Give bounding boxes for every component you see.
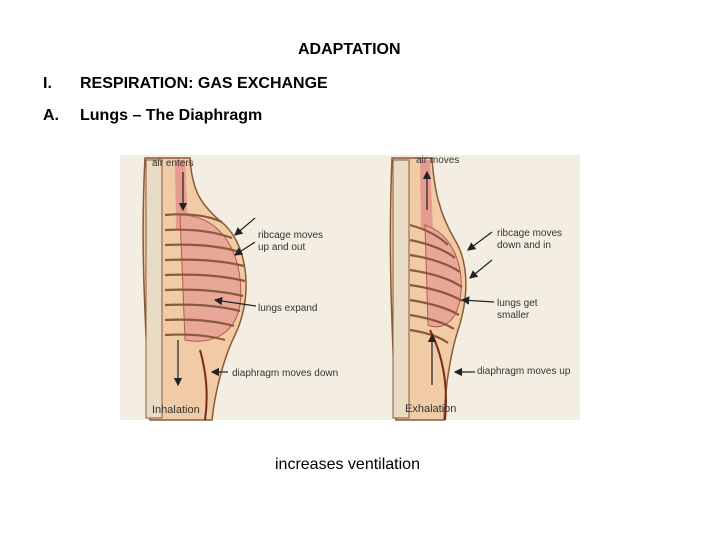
figure-label: ribcage moves (497, 228, 562, 239)
figure-label: diaphragm moves up (477, 366, 571, 377)
outline-marker: A. (43, 107, 59, 124)
figure-label: down and in (497, 240, 551, 251)
figure-label: up and out (258, 242, 305, 253)
outline-marker: I. (43, 75, 52, 92)
panel-caption: Exhalation (405, 403, 456, 415)
figure-label: diaphragm moves down (232, 368, 338, 379)
panel-caption: Inhalation (152, 404, 200, 416)
figure-label: air moves (416, 155, 459, 166)
exhalation-body (389, 157, 495, 421)
figure-label: air enters (152, 158, 194, 169)
figure-label: lungs get (497, 298, 538, 309)
figure-label: ribcage moves (258, 230, 323, 241)
outline-text: Lungs – The Diaphragm (80, 107, 263, 124)
slide-title: ADAPTATION (298, 41, 401, 58)
figure-label: lungs expand (258, 303, 318, 314)
outline-text: RESPIRATION: GAS EXCHANGE (80, 75, 328, 92)
figure-label: smaller (497, 310, 530, 321)
inhalation-body (142, 157, 257, 421)
slide-caption: increases ventilation (275, 456, 420, 473)
